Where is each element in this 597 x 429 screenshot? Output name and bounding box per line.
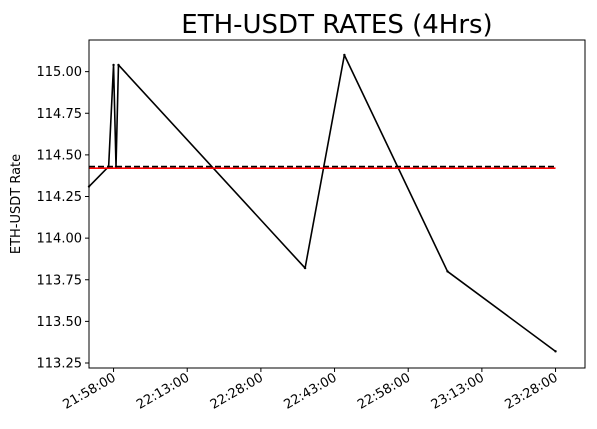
plot-frame [88, 39, 586, 369]
y-tick-label: 113.75 [37, 273, 83, 288]
y-tick-label: 114.50 [37, 148, 83, 163]
data-point [446, 270, 449, 273]
data-point [554, 350, 557, 353]
y-tick-label: 113.50 [37, 315, 83, 330]
y-tick-label: 114.25 [37, 190, 83, 205]
y-tick-label: 113.25 [37, 357, 83, 372]
y-tick-label: 114.00 [37, 232, 83, 247]
y-tick-label: 114.75 [37, 107, 83, 122]
data-point [117, 63, 120, 67]
data-point [303, 266, 307, 270]
data-point [343, 53, 346, 57]
series-layer [87, 53, 557, 353]
y-axis-label: ETH-USDT Rate [9, 154, 24, 254]
y-tick-label: 115.00 [37, 65, 83, 80]
data-point [112, 63, 115, 67]
chart-title: ETH-USDT RATES (4Hrs) [181, 10, 492, 40]
